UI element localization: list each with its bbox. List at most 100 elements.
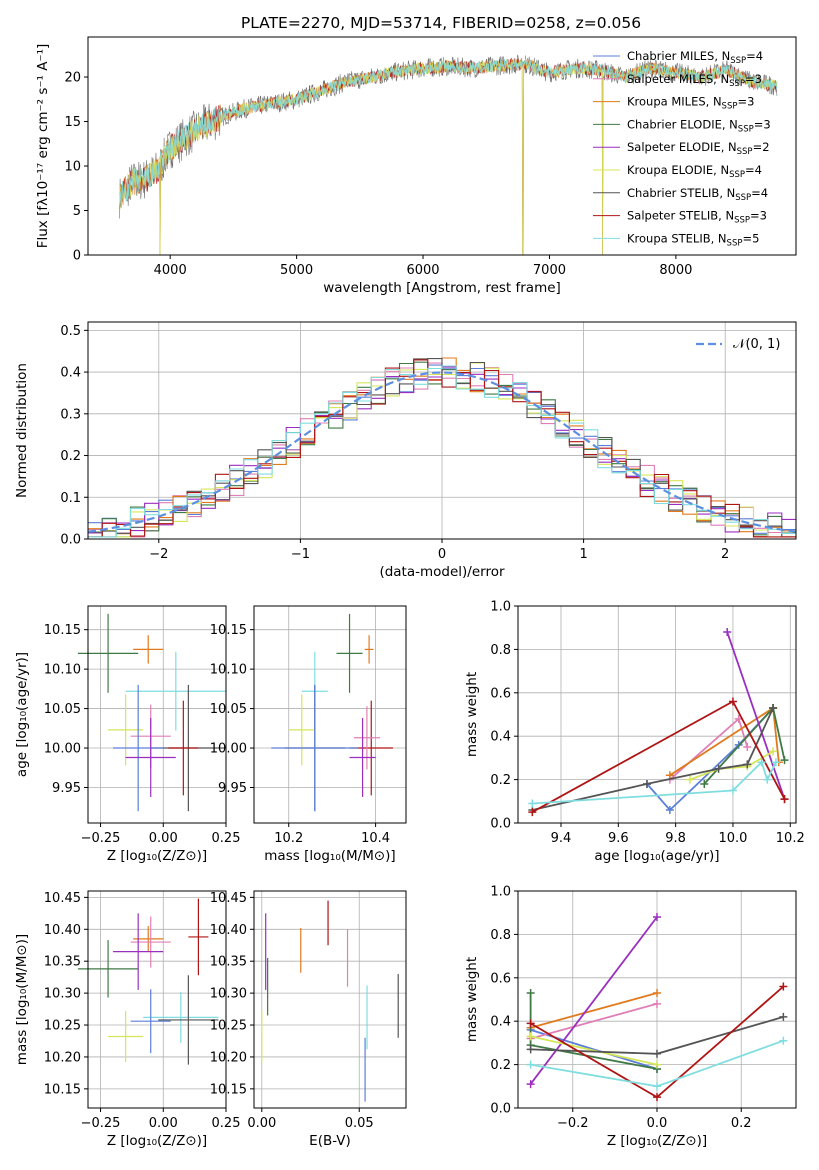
series-marker-kroupa-elodie [769, 747, 778, 756]
x-tick-label: 0.00 [149, 1116, 178, 1131]
legend-label-salpeter-elodie: Salpeter ELODIE, NSSP=2 [627, 140, 770, 157]
series-marker-kroupa-stelib [653, 1082, 661, 1091]
y-tick-label: 1.0 [490, 885, 511, 900]
y-axis-label: Normed distribution [14, 363, 30, 498]
series-marker-kroupa-elodie [526, 1032, 535, 1041]
panel-massweight-vs-age: 9.4 9.6 9.8 10.0 10.2 0.0 0.2 0.4 0.6 0.8 1.0 age [… [464, 600, 805, 865]
y-tick-label: 0.5 [60, 324, 81, 339]
legend-label-chabrier-stelib: Chabrier STELIB, NSSP=4 [627, 186, 768, 203]
x-tick-label: 5000 [280, 263, 313, 278]
x-tick-label: 0 [438, 547, 446, 562]
y-tick-label: 10.25 [44, 1019, 81, 1034]
series-marker-salpeter-elodie [653, 913, 661, 922]
series-line-kroupa-elodie [689, 750, 774, 781]
y-tick-label: 0.4 [490, 1015, 511, 1030]
x-tick-label: −0.25 [81, 1116, 121, 1131]
spectrum-line-kroupa-miles [119, 57, 778, 256]
y-tick-label: 0.2 [60, 449, 81, 464]
y-tick-label: 15 [64, 115, 81, 130]
x-axis-label: age [log₁₀(age/yr)] [594, 848, 719, 864]
gaussian-curve [87, 371, 797, 533]
panel-mass-vs-EBV: 0.00 0.05 10.15 10.20 10.25 10.30 10.35 10.40 10… [210, 890, 407, 1149]
y-tick-label: 0.2 [490, 773, 511, 788]
y-tick-label: 10.10 [44, 663, 81, 678]
series-line-kroupa-elodie [530, 1035, 658, 1066]
axes-frame [87, 890, 227, 1109]
series-marker-chabrier-elodie [780, 756, 789, 765]
legend-label-salpeter-miles: Salpeter MILES, NSSP=3 [627, 72, 762, 89]
x-tick-label: 10.0 [718, 831, 747, 846]
series-marker-salpeter-miles [653, 999, 661, 1008]
series-marker-kroupa-stelib [771, 758, 780, 767]
legend-label-gaussian: 𝒩(0, 1) [733, 337, 780, 352]
y-tick-label: 20 [64, 71, 81, 86]
series-marker-chabrier-elodie [700, 779, 709, 788]
x-tick-label: 0.0 [647, 1116, 668, 1131]
legend-label-kroupa-elodie: Kroupa ELODIE, NSSP=4 [627, 163, 762, 180]
series-marker-salpeter-elodie [526, 1080, 535, 1089]
series-marker-chabrier-stelib [714, 764, 723, 773]
legend-label-chabrier-elodie: Chabrier ELODIE, NSSP=3 [627, 117, 771, 134]
series-marker-kroupa-stelib [779, 1036, 788, 1045]
series-marker-chabrier-stelib [653, 1049, 661, 1058]
series-marker-salpeter-stelib [728, 697, 737, 706]
y-axis-label: Flux [fλ10⁻¹⁷ erg cm⁻² s⁻¹ A⁻¹] [35, 44, 51, 249]
series-marker-kroupa-stelib [757, 758, 766, 767]
y-tick-label: 0.0 [490, 817, 511, 832]
panel-age-vs-Z: −0.25 0.00 0.25 9.95 10.00 10.05 10.10 10.15 Z [… [14, 605, 241, 864]
x-tick-label: −0.25 [81, 831, 121, 846]
x-tick-label: 0.00 [247, 1116, 276, 1131]
x-axis-label: E(B-V) [309, 1133, 351, 1149]
x-tick-label: 0.25 [212, 831, 241, 846]
y-tick-label: 10.35 [44, 955, 81, 970]
panel-spectrum: 4000 5000 6000 7000 8000 0 5 10 15 20 wavelength [… [35, 36, 797, 296]
y-axis-label: mass weight [464, 957, 480, 1042]
x-tick-label: 1 [579, 547, 587, 562]
panel-age-vs-mass: 10.2 10.4 9.95 10.00 10.05 10.10 10.15 mass [lo… [210, 605, 407, 864]
y-tick-label: 10.20 [210, 1050, 247, 1065]
y-tick-label: 10.15 [44, 623, 81, 638]
x-tick-label: 9.8 [665, 831, 686, 846]
y-tick-label: 0.0 [60, 533, 81, 548]
series-marker-salpeter-stelib [653, 1093, 661, 1102]
y-tick-label: 0.8 [490, 928, 511, 943]
series-marker-kroupa-elodie [653, 1060, 661, 1069]
y-tick-label: 10.00 [44, 742, 81, 757]
series-marker-chabrier-stelib [743, 760, 752, 769]
y-tick-label: 10.00 [210, 742, 247, 757]
series-line-chabrier-elodie [529, 993, 658, 1070]
series-marker-chabrier-miles [665, 805, 674, 814]
series-marker-salpeter-miles [743, 743, 752, 752]
series-marker-salpeter-elodie [723, 628, 732, 637]
series-line-kroupa-miles [530, 992, 658, 1029]
spectrum-line-kroupa-elodie [119, 58, 778, 256]
y-tick-label: 0.6 [490, 971, 511, 986]
y-tick-label: 0.2 [490, 1058, 511, 1073]
series-marker-salpeter-stelib [780, 795, 789, 804]
y-tick-label: 1.0 [490, 600, 511, 615]
y-tick-label: 9.95 [218, 781, 247, 796]
x-tick-label: 2 [721, 547, 729, 562]
series-marker-salpeter-stelib [528, 808, 537, 817]
y-tick-label: 0.8 [490, 643, 511, 658]
x-tick-label: 0.2 [731, 1116, 752, 1131]
panel-mass-vs-Z: −0.25 0.00 0.25 10.15 10.20 10.25 10.30 10.35 10… [14, 890, 240, 1149]
x-tick-label: −2 [149, 547, 168, 562]
y-tick-label: 5 [73, 204, 81, 219]
legend-label-kroupa-miles: Kroupa MILES, NSSP=3 [627, 95, 754, 112]
y-tick-label: 0.0 [490, 1102, 511, 1117]
series-marker-kroupa-miles [653, 988, 661, 997]
series-marker-chabrier-stelib [642, 779, 651, 788]
series-marker-kroupa-stelib [526, 1060, 535, 1069]
x-tick-label: 0.05 [345, 1116, 374, 1131]
y-tick-label: 10.30 [210, 987, 247, 1002]
axes-frame [87, 36, 797, 256]
x-tick-label: 4000 [154, 263, 187, 278]
axes-frame [87, 605, 227, 824]
y-tick-label: 10.15 [44, 1082, 81, 1097]
x-tick-label: 8000 [659, 263, 692, 278]
series-line-salpeter-elodie [726, 631, 786, 800]
y-tick-label: 10.25 [210, 1019, 247, 1034]
x-tick-label: 0.00 [149, 831, 178, 846]
